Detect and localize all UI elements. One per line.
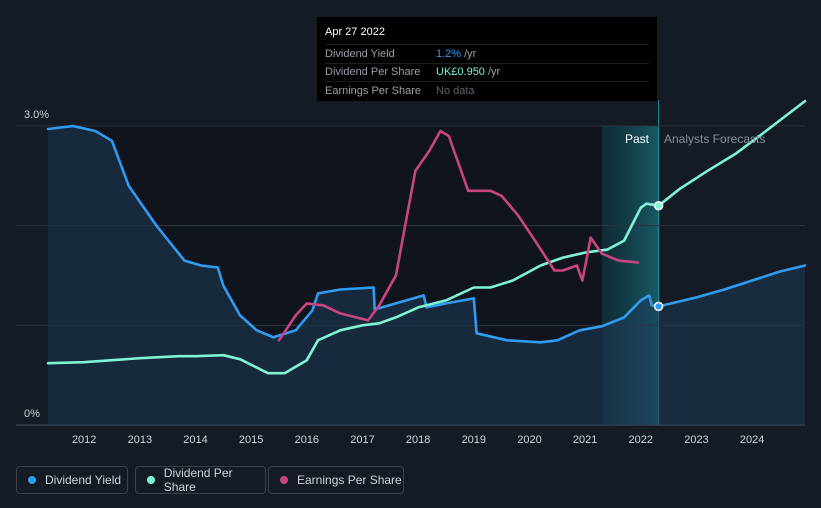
y-tick-label-bottom: 0% <box>24 408 40 420</box>
series-line-0 <box>46 124 807 344</box>
x-tick-label: 2019 <box>462 434 486 446</box>
tooltip-unit: /yr <box>487 66 501 79</box>
legend-label: Dividend Yield <box>45 473 122 487</box>
tooltip-label: Dividend Per Share <box>325 66 421 79</box>
series-area-0 <box>48 126 805 425</box>
x-tick-label: 2023 <box>684 434 708 446</box>
x-tick-label: 2014 <box>183 434 207 446</box>
x-tick-label: 2018 <box>406 434 430 446</box>
past-label: Past <box>625 132 650 146</box>
x-tick-label: 2021 <box>573 434 597 446</box>
legend-dot-icon <box>28 476 36 484</box>
x-axis-ticks: 2012 2013 2014 2015 2016 2017 2018 2019 2020 2021… <box>72 434 764 446</box>
tooltip-value: UK£0.950 <box>436 66 485 79</box>
forecast-label: Analysts Forecasts <box>664 132 766 146</box>
x-tick-label: 2022 <box>629 434 653 446</box>
tooltip-row-earnings-per-share: Earnings Per Share No data <box>325 81 649 100</box>
x-tick-label: 2017 <box>350 434 374 446</box>
tooltip-unit: /yr <box>464 47 477 60</box>
legend-label: Dividend Per Share <box>163 466 233 494</box>
legend-dot-icon <box>280 476 288 484</box>
legend-label: Earnings Per Share <box>297 473 402 487</box>
x-tick-label: 2020 <box>517 434 541 446</box>
x-tick-label: 2015 <box>239 434 263 446</box>
legend-dividend-per-share[interactable]: Dividend Per Share <box>135 466 266 494</box>
x-tick-label: 2013 <box>128 434 152 446</box>
tooltip-label: Dividend Yield <box>325 47 395 60</box>
area-layer <box>48 126 805 425</box>
x-tick-label: 2016 <box>295 434 319 446</box>
tooltip-label: Earnings Per Share <box>325 84 421 97</box>
tooltip-value: No data <box>436 84 475 97</box>
series-line-2 <box>277 129 640 342</box>
markers-layer <box>653 200 664 312</box>
y-tick-label-top: 3.0% <box>24 109 50 121</box>
x-tick-label: 2012 <box>72 434 96 446</box>
tooltip-row-dividend-yield: Dividend Yield 1.2% /yr <box>325 44 649 63</box>
tooltip-row-dividend-per-share: Dividend Per Share UK£0.950 /yr <box>325 62 649 82</box>
series-line-1 <box>46 99 807 375</box>
series-marker-1 <box>653 200 664 211</box>
legend-dot-icon <box>147 476 155 484</box>
tooltip: Apr 27 2022 Dividend Yield 1.2% /yr Divi… <box>317 17 657 101</box>
series-marker-0 <box>653 301 664 312</box>
lines-layer <box>46 99 807 375</box>
legend-earnings-per-share[interactable]: Earnings Per Share <box>268 466 404 494</box>
x-tick-label: 2024 <box>740 434 764 446</box>
tooltip-value: 1.2% <box>436 47 462 60</box>
tooltip-date: Apr 27 2022 <box>325 26 385 38</box>
legend-dividend-yield[interactable]: Dividend Yield <box>16 466 128 494</box>
